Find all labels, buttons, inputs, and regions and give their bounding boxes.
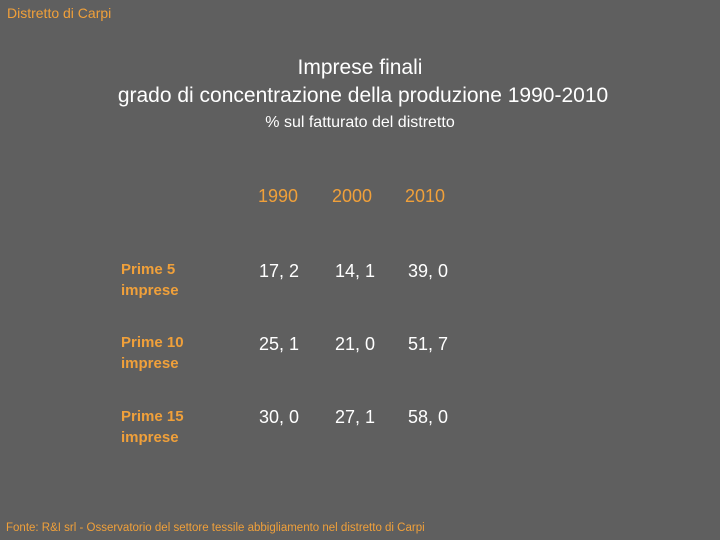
table-cell: 14, 1 bbox=[335, 261, 376, 281]
row-label-line-2: imprese bbox=[121, 429, 179, 446]
row-label-prime-5: Prime 5 imprese bbox=[121, 259, 231, 301]
row-label-line-2: imprese bbox=[121, 282, 179, 299]
row-label-prime-15: Prime 15 imprese bbox=[121, 406, 231, 448]
table-cell: 39, 0 bbox=[408, 261, 449, 281]
table-cell: 58, 0 bbox=[408, 407, 449, 427]
page-title: Imprese finali bbox=[297, 56, 423, 79]
header-label: Distretto di Carpi bbox=[7, 5, 112, 21]
row-label-line-1: Prime 10 bbox=[121, 334, 184, 351]
page-title-line-2: grado di concentrazione della produzione… bbox=[117, 84, 609, 107]
table-cell: 17, 2 bbox=[259, 261, 300, 281]
column-header-2000: 2000 bbox=[332, 186, 373, 206]
row-label-line-1: Prime 15 bbox=[121, 408, 184, 425]
table-cell: 27, 1 bbox=[335, 407, 376, 427]
table-cell: 51, 7 bbox=[408, 334, 449, 354]
table-cell: 21, 0 bbox=[335, 334, 376, 354]
source-footnote: Fonte: R&I srl - Osservatorio del settor… bbox=[6, 522, 425, 534]
table-cell: 30, 0 bbox=[259, 407, 300, 427]
column-header-2010: 2010 bbox=[405, 186, 446, 206]
table-cell: 25, 1 bbox=[259, 334, 300, 354]
row-label-prime-10: Prime 10 imprese bbox=[121, 332, 231, 374]
row-label-line-2: imprese bbox=[121, 355, 179, 372]
column-header-1990: 1990 bbox=[258, 186, 299, 206]
page-subtitle: % sul fatturato del distretto bbox=[265, 114, 455, 131]
row-label-line-1: Prime 5 bbox=[121, 261, 176, 278]
